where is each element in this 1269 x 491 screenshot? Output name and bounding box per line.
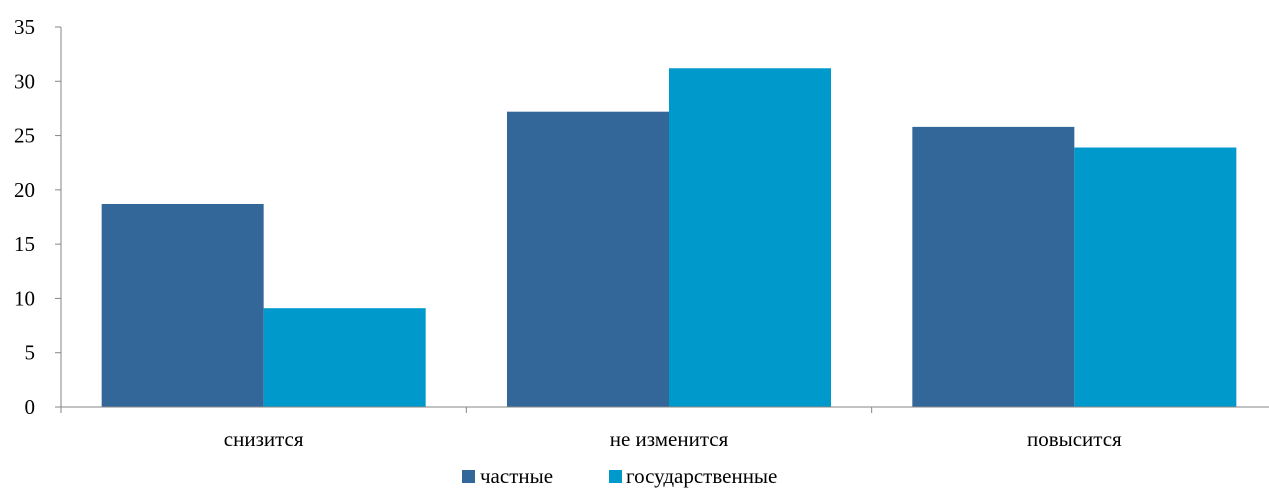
- y-tick-label: 20: [14, 178, 35, 202]
- y-tick-label: 25: [14, 124, 35, 148]
- x-category-label: снизится: [224, 427, 304, 451]
- x-category-label: повысится: [1027, 427, 1122, 451]
- x-axis-category-labels: снизится не изменится повысится: [224, 427, 1122, 451]
- bar-public-1: [669, 68, 831, 407]
- y-axis-tick-labels: 0 5 10 15 20 25 30 35: [14, 15, 35, 419]
- bar-public-2: [1074, 147, 1237, 407]
- y-tick-label: 5: [25, 341, 36, 365]
- bars: [101, 68, 1237, 407]
- y-tick-label: 35: [14, 15, 35, 39]
- bar-private-0: [101, 203, 264, 407]
- bar-public-0: [263, 308, 426, 407]
- bar-private-2: [912, 126, 1075, 407]
- y-tick-label: 10: [14, 286, 35, 310]
- bar-private-1: [507, 111, 669, 407]
- x-axis: [60, 406, 1269, 413]
- legend-label: частные: [480, 464, 553, 488]
- legend-label: государственные: [626, 464, 777, 488]
- y-tick-label: 15: [14, 232, 35, 256]
- y-tick-label: 30: [14, 69, 35, 93]
- legend-swatch: [609, 470, 622, 483]
- x-category-label: не изменится: [610, 427, 729, 451]
- y-tick-label: 0: [25, 395, 36, 419]
- y-axis: [55, 26, 62, 408]
- legend-swatch: [462, 470, 475, 483]
- legend: частные государственные: [462, 464, 777, 488]
